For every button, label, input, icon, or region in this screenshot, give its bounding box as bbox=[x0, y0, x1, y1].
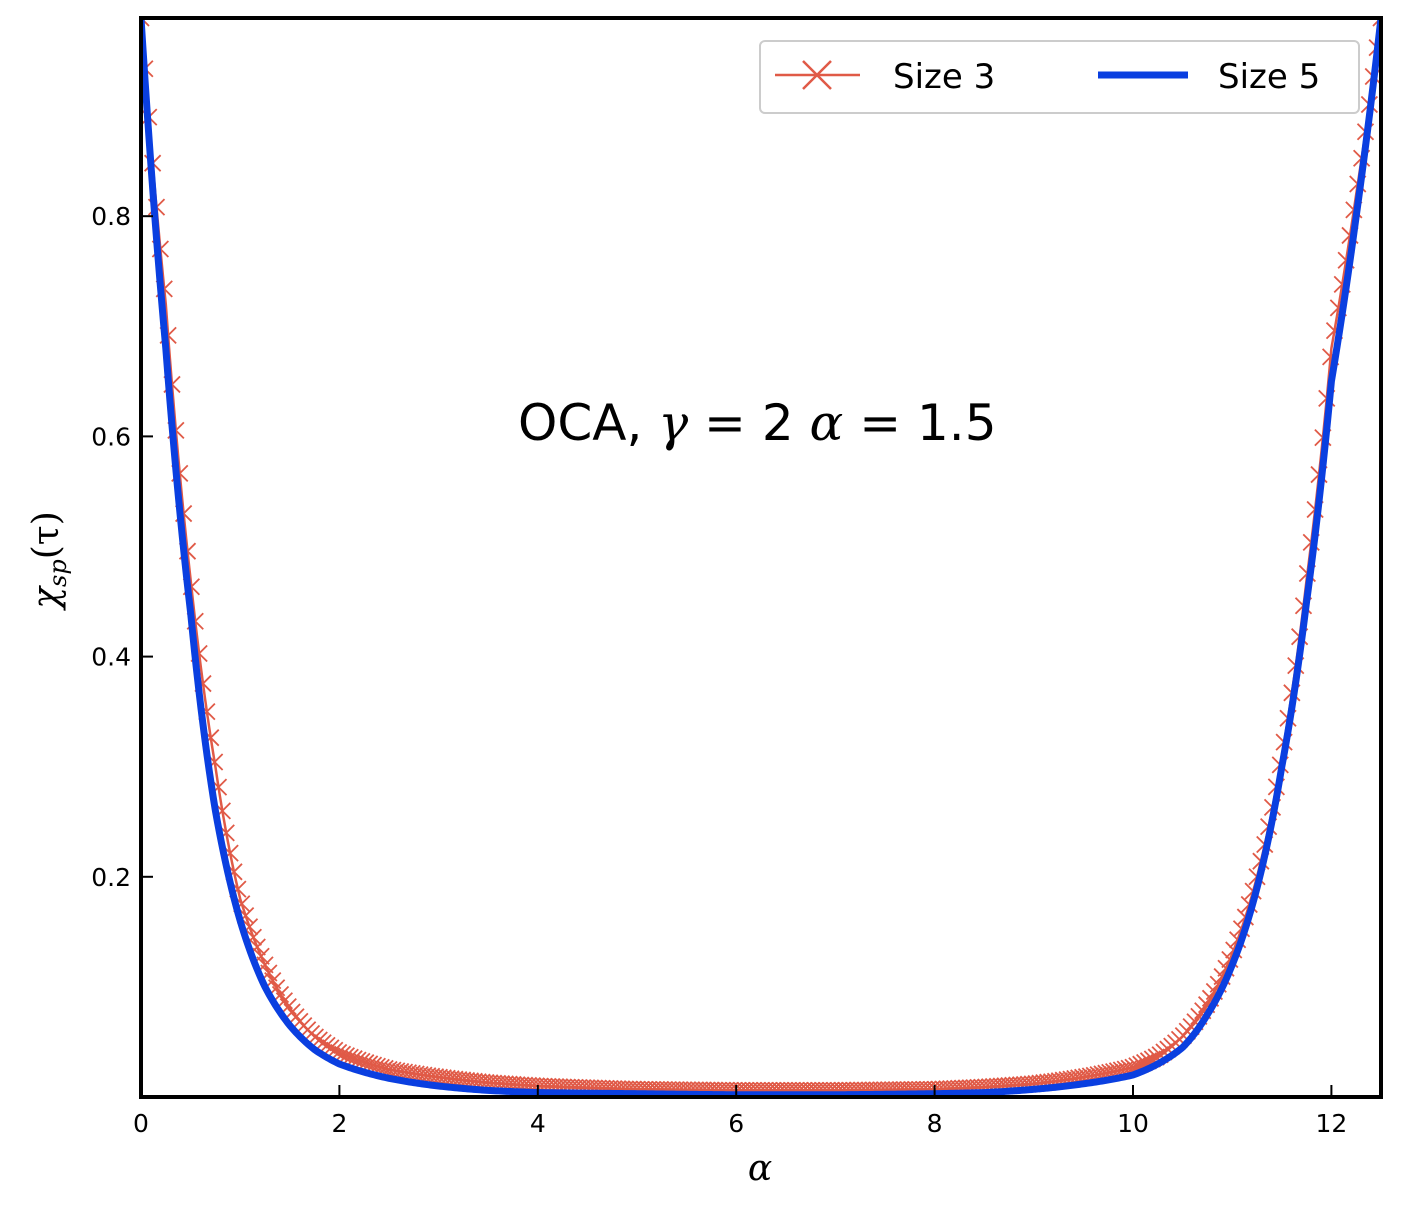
x-tick-label: 12 bbox=[1315, 1109, 1347, 1138]
legend-size5-label: Size 5 bbox=[1218, 57, 1320, 97]
series-size3-point bbox=[1372, 18, 1381, 27]
y-axis-label-chi: χ bbox=[26, 585, 67, 612]
x-tick-label: 6 bbox=[728, 1109, 744, 1138]
annotation-gamma-value: = 2 bbox=[688, 394, 809, 452]
series-size3-point bbox=[141, 18, 150, 27]
series-size5-line bbox=[141, 18, 1381, 1097]
x-tick-label: 10 bbox=[1117, 1109, 1149, 1138]
series-layer bbox=[141, 18, 1381, 1097]
series-size3-markers bbox=[141, 18, 1381, 1097]
annotation-alpha-value: = 1.5 bbox=[843, 394, 996, 452]
legend-size3-label: Size 3 bbox=[893, 57, 995, 97]
y-axis-label-arg: (τ) bbox=[26, 511, 67, 559]
series-size3-line bbox=[141, 18, 1381, 1092]
annotation-prefix: OCA, bbox=[518, 394, 658, 452]
y-tick-label: 0.4 bbox=[91, 643, 131, 672]
y-tick-label: 0.8 bbox=[91, 202, 131, 231]
x-axis-label: α bbox=[748, 1148, 772, 1189]
legend-box bbox=[759, 40, 1360, 114]
y-tick-label: 0.2 bbox=[91, 863, 131, 892]
chart-annotation: OCA, γ = 2 α = 1.5 bbox=[518, 394, 997, 452]
x-tick-label: 0 bbox=[133, 1109, 149, 1138]
annotation-alpha-symbol: α bbox=[810, 394, 844, 452]
legend: Size 3 Size 5 bbox=[759, 40, 1360, 114]
plot-frame bbox=[139, 16, 1383, 1099]
legend-size3-marker bbox=[802, 60, 832, 90]
x-tick-label: 8 bbox=[927, 1109, 943, 1138]
annotation-gamma-symbol: γ bbox=[658, 394, 688, 452]
y-tick-label: 0.6 bbox=[91, 422, 131, 451]
x-tick-label: 2 bbox=[331, 1109, 347, 1138]
y-axis-label-subscript: sp bbox=[44, 559, 72, 587]
x-tick-label: 4 bbox=[530, 1109, 546, 1138]
y-axis-label: χsp(τ) bbox=[26, 511, 72, 612]
ticks-layer: 0 2 4 6 8 10 12 0.2 0.4 0.6 0.8 bbox=[91, 202, 1347, 1138]
